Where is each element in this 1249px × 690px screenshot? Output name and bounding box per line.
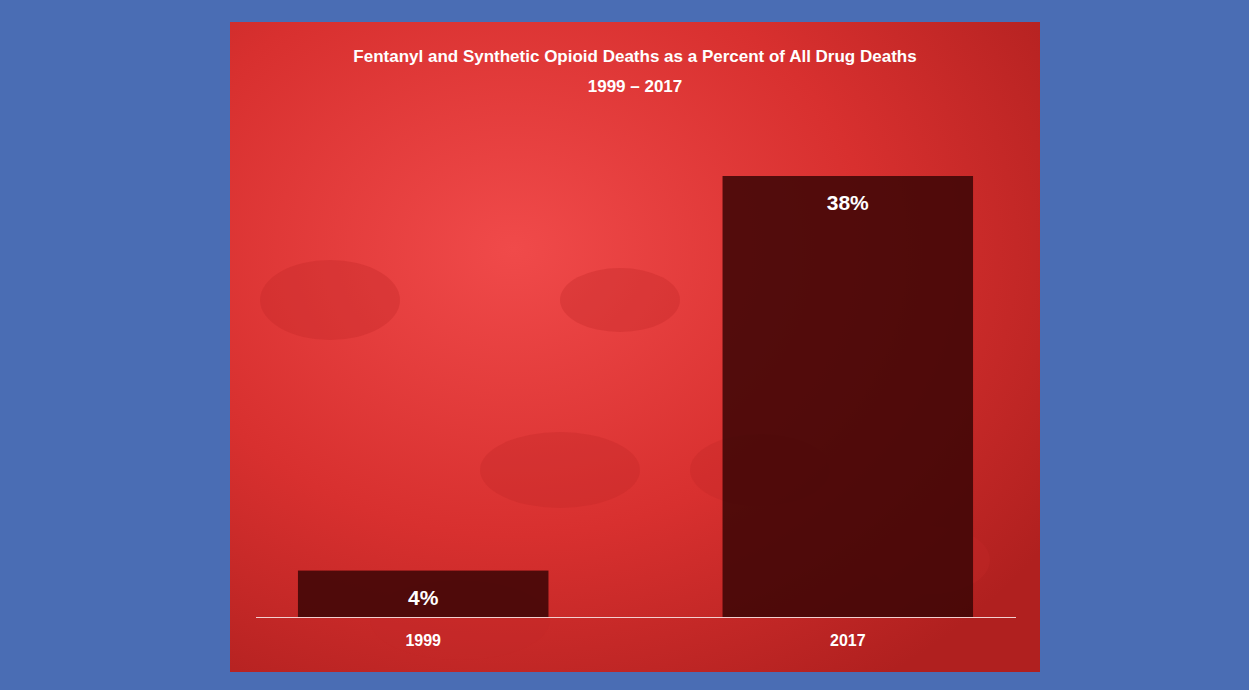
x-tick-label: 2017 bbox=[830, 632, 866, 649]
x-tick-label: 1999 bbox=[405, 632, 441, 649]
pill-shape bbox=[480, 432, 640, 508]
panel-background bbox=[230, 22, 1040, 672]
bars bbox=[298, 176, 973, 617]
x-tick: 1999 bbox=[405, 632, 441, 649]
data-labels: 4% 38% bbox=[408, 191, 869, 609]
page-background bbox=[0, 0, 1249, 690]
chart-title: Fentanyl and Synthetic Opioid Deaths as … bbox=[353, 47, 916, 66]
chart-svg: Fentanyl and Synthetic Opioid Deaths as … bbox=[0, 0, 1249, 690]
x-axis: 1999 2017 bbox=[256, 618, 1016, 650]
bar bbox=[298, 571, 549, 617]
x-tick: 2017 bbox=[830, 632, 866, 649]
data-label: 4% bbox=[408, 586, 439, 609]
chart-subtitle: 1999 – 2017 bbox=[588, 77, 683, 96]
pill-shape bbox=[260, 260, 400, 340]
bar bbox=[723, 176, 974, 617]
axis-baseline bbox=[256, 617, 1016, 618]
data-label: 38% bbox=[827, 191, 869, 214]
pill-shape bbox=[560, 268, 680, 332]
